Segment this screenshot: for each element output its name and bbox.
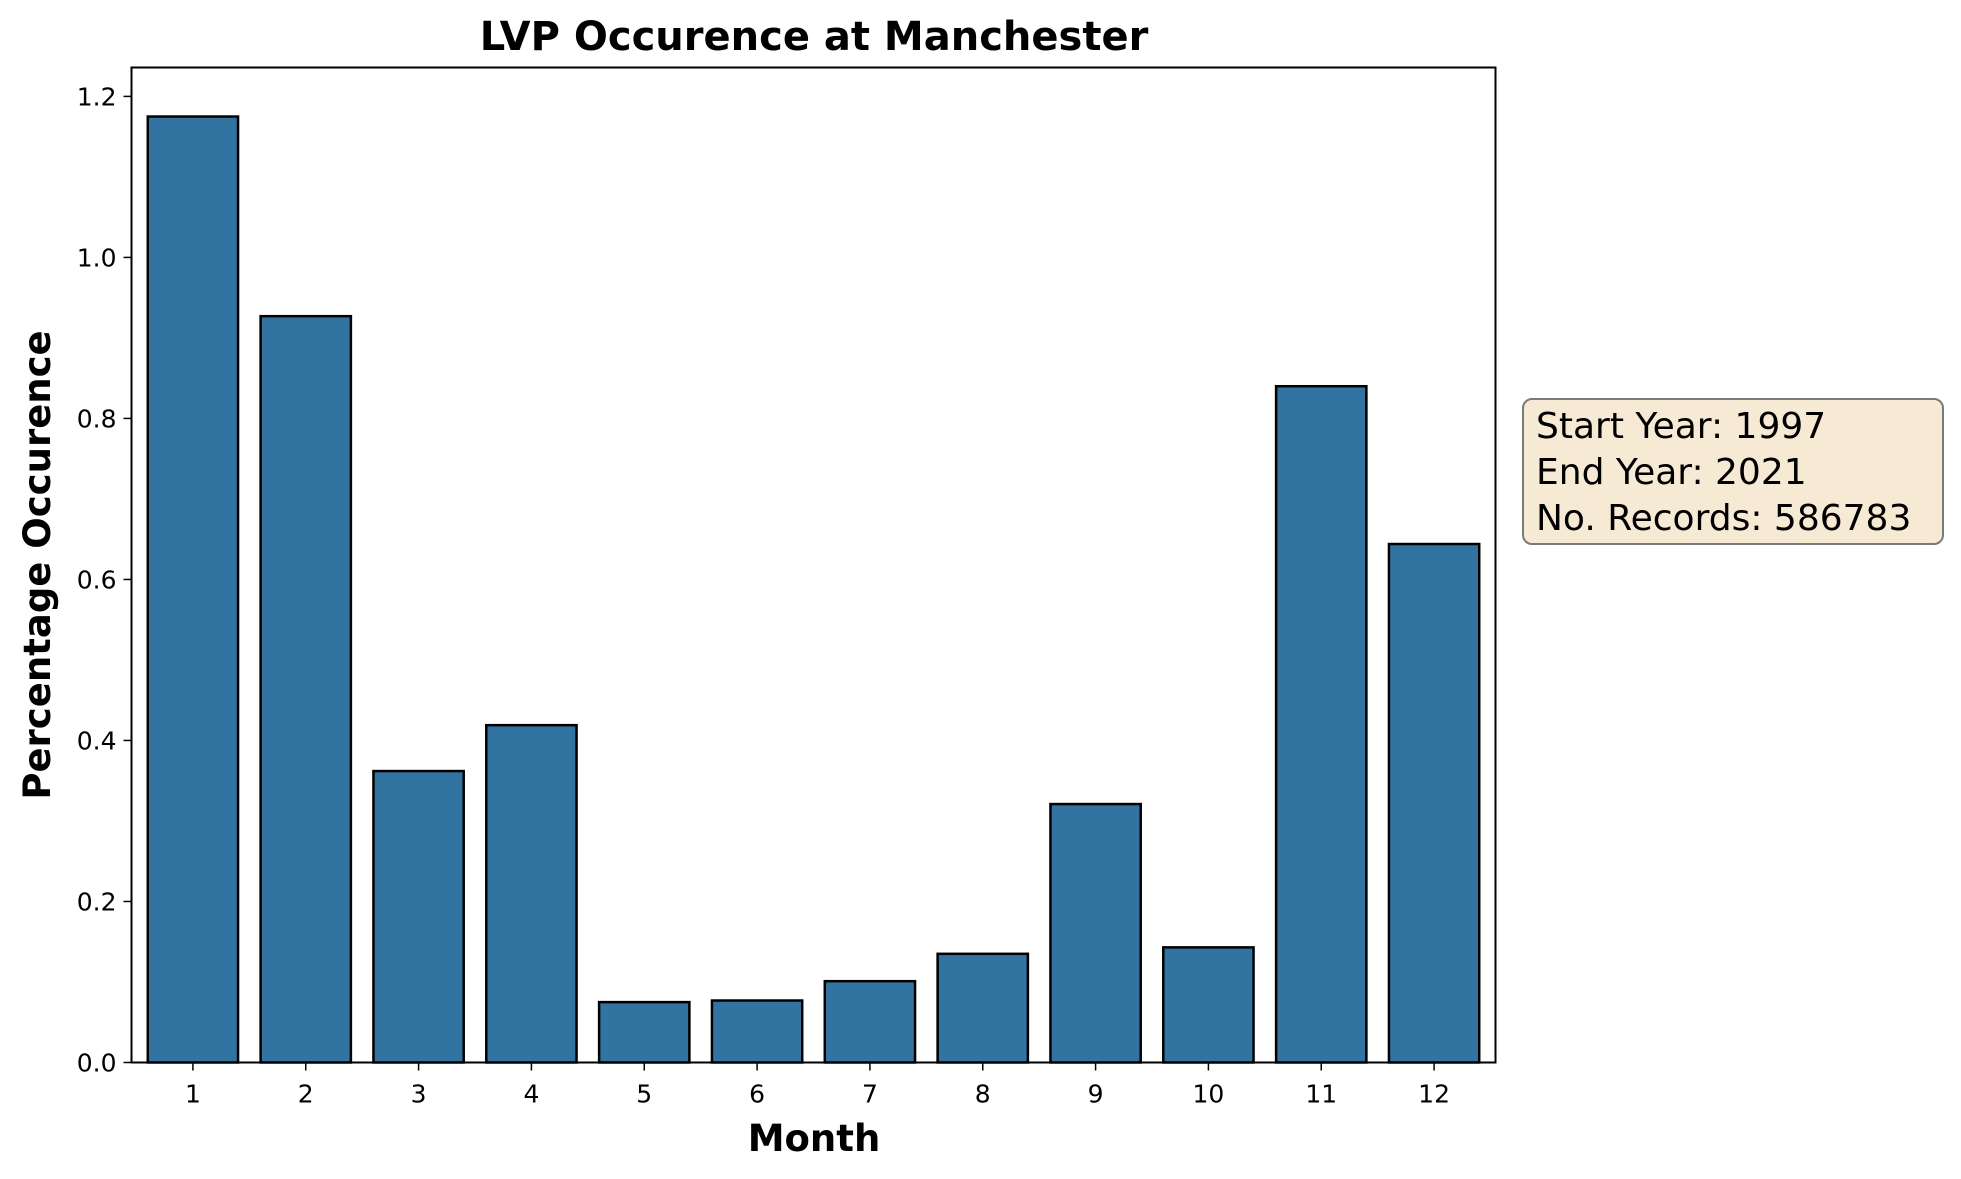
bar-month-9: [1049, 802, 1142, 1064]
y-tick-label: 0.8: [77, 404, 117, 433]
x-axis-label: Month: [748, 1117, 881, 1160]
y-tick-label: 0.2: [77, 887, 117, 916]
records-count-text: No. Records: 586783: [1536, 498, 1912, 539]
y-tick-label: 0.6: [77, 565, 117, 594]
x-tick-label: 3: [411, 1080, 427, 1109]
bar-month-4: [485, 723, 578, 1064]
bar-month-1: [146, 115, 240, 1064]
bar-month-7: [823, 979, 917, 1064]
x-tick-label: 9: [1088, 1080, 1104, 1109]
bar-month-6: [710, 999, 804, 1064]
bar-month-3: [372, 769, 465, 1064]
y-tick-label: 1.2: [77, 82, 117, 111]
y-tick-label: 0.0: [77, 1049, 117, 1078]
x-tick-label: 6: [749, 1080, 765, 1109]
x-tick-label: 11: [1305, 1080, 1337, 1109]
bar-month-5: [597, 1000, 691, 1064]
bar-month-12: [1387, 542, 1481, 1064]
y-tick-label: 1.0: [77, 243, 117, 272]
bar-month-11: [1274, 384, 1368, 1064]
x-tick-label: 12: [1418, 1080, 1450, 1109]
end-year-text: End Year: 2021: [1536, 452, 1807, 493]
info-annotation-box: Start Year: 1997 End Year: 2021 No. Reco…: [1522, 398, 1944, 545]
x-tick-label: 4: [523, 1080, 539, 1109]
x-tick-label: 2: [298, 1080, 314, 1109]
x-tick-label: 8: [975, 1080, 991, 1109]
bar-month-10: [1162, 946, 1255, 1064]
y-tick-label: 0.4: [77, 726, 117, 755]
x-tick-label: 5: [636, 1080, 652, 1109]
plot-frame: [130, 66, 1497, 1064]
x-tick-label: 1: [185, 1080, 201, 1109]
y-axis-label: Percentage Occurence: [16, 330, 59, 799]
chart-title: LVP Occurence at Manchester: [480, 14, 1149, 60]
x-tick-label: 10: [1193, 1080, 1225, 1109]
bar-month-2: [259, 314, 353, 1064]
x-tick-label: 7: [862, 1080, 878, 1109]
bar-month-8: [936, 952, 1030, 1064]
start-year-text: Start Year: 1997: [1536, 406, 1827, 447]
